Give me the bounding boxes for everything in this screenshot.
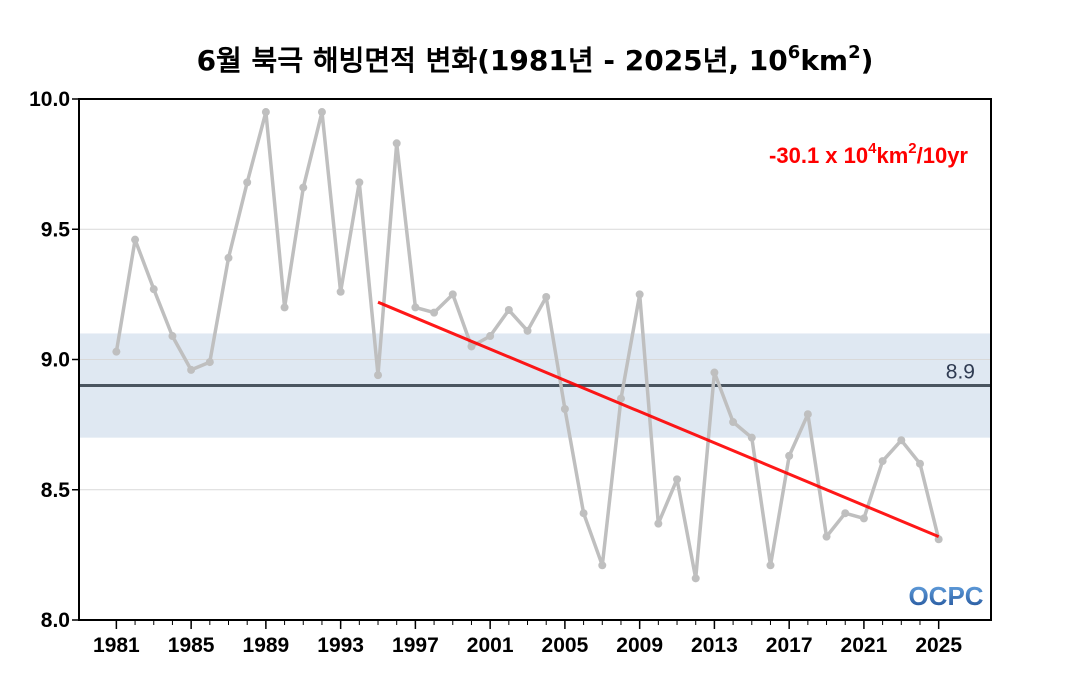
data-point xyxy=(336,287,345,296)
data-point xyxy=(392,139,401,148)
data-point xyxy=(915,459,924,468)
y-tick-label: 10.0 xyxy=(29,88,70,111)
x-tick-label: 2005 xyxy=(542,634,589,657)
x-axis: 1981 1985 1989 1993 1997 2001 2005 2009 2013 2017… xyxy=(93,620,962,657)
data-point xyxy=(243,178,252,187)
data-point xyxy=(841,509,850,518)
x-tick-label: 2009 xyxy=(616,634,663,657)
x-tick-label: 2013 xyxy=(691,634,738,657)
data-point xyxy=(374,371,383,380)
data-point xyxy=(224,253,233,262)
y-tick-label: 8.5 xyxy=(41,479,71,502)
data-point xyxy=(897,436,906,445)
data-point xyxy=(859,514,868,523)
data-point xyxy=(149,285,158,294)
data-point xyxy=(710,368,719,377)
data-point xyxy=(542,292,551,301)
data-point xyxy=(131,235,140,244)
x-tick-label: 2025 xyxy=(915,634,962,657)
trend-line xyxy=(377,300,940,539)
data-point xyxy=(766,561,775,570)
trend-label: -30.1 x 104km2/10yr xyxy=(769,140,968,168)
data-point xyxy=(187,365,196,374)
y-tick-label: 9.0 xyxy=(41,349,70,372)
x-tick-label: 2017 xyxy=(766,634,813,657)
data-point xyxy=(822,532,831,541)
data-point xyxy=(280,303,289,312)
plot-area: 8.9 xyxy=(78,98,992,621)
x-tick-label: 1997 xyxy=(392,634,439,657)
data-point xyxy=(523,326,532,335)
data-point xyxy=(616,394,625,403)
data-point xyxy=(785,451,794,460)
x-tick-label: 1993 xyxy=(317,634,364,657)
data-point xyxy=(411,303,420,312)
x-tick-label: 1989 xyxy=(243,634,290,657)
data-point xyxy=(430,308,439,317)
data-point xyxy=(598,561,607,570)
data-point xyxy=(299,183,308,192)
data-point xyxy=(317,108,326,117)
y-tick-label: 9.5 xyxy=(41,218,71,241)
data-point xyxy=(467,342,476,351)
data-point xyxy=(205,358,214,367)
chart-title: 6월 북극 해빙면적 변화(1981년 - 2025년, 106km2) xyxy=(197,42,874,77)
x-tick-label: 2001 xyxy=(467,634,514,657)
logo-text: OCPC xyxy=(908,581,983,611)
data-point xyxy=(560,404,569,413)
data-point xyxy=(168,332,177,341)
data-point xyxy=(448,290,457,299)
data-point xyxy=(635,290,644,299)
data-point xyxy=(673,475,682,484)
data-point xyxy=(112,347,121,356)
y-tick-label: 8.0 xyxy=(41,609,70,632)
data-point xyxy=(486,332,495,341)
series-points xyxy=(112,108,943,583)
data-point xyxy=(747,433,756,442)
data-point xyxy=(261,108,270,117)
y-axis: 8.0 8.5 9.0 9.5 10.0 xyxy=(29,88,79,632)
data-point xyxy=(878,457,887,466)
data-point xyxy=(355,178,364,187)
grid-lines xyxy=(79,228,991,491)
data-point xyxy=(579,509,588,518)
x-tick-label: 2021 xyxy=(841,634,888,657)
data-point xyxy=(691,574,700,583)
data-point xyxy=(504,306,513,315)
data-point xyxy=(654,519,663,528)
x-tick-label: 1985 xyxy=(168,634,215,657)
data-point xyxy=(729,418,738,427)
data-point xyxy=(803,410,812,419)
x-tick-label: 1981 xyxy=(93,634,140,657)
ocpc-logo: OCPC xyxy=(908,581,983,611)
reference-label: 8.9 xyxy=(946,361,975,384)
